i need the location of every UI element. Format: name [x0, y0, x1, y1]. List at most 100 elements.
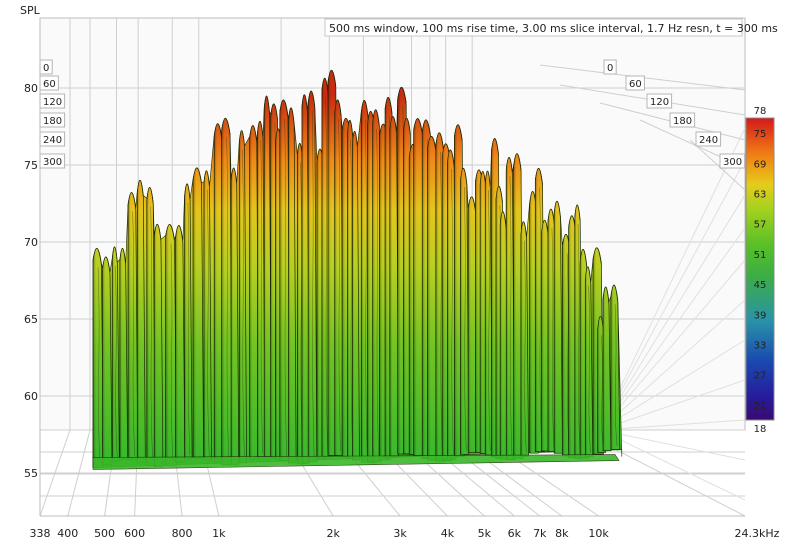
colorbar-tick-27: 27 [754, 371, 767, 382]
svg-text:240: 240 [699, 135, 718, 146]
surface-ridge [92, 247, 104, 468]
waterfall-surface [92, 69, 623, 470]
surface-ridge [447, 149, 457, 460]
time-label-right-180: 180 [669, 112, 696, 128]
surface-ridge [334, 99, 344, 456]
y-tick-60: 60 [24, 390, 38, 403]
y-tick-70: 70 [24, 236, 38, 249]
settings-info-text: 500 ms window, 100 ms rise time, 3.00 ms… [329, 22, 778, 35]
surface-ridge [263, 95, 272, 458]
surface-ridge [389, 116, 399, 457]
svg-text:0: 0 [607, 63, 613, 74]
colorbar-tick-78: 78 [754, 106, 767, 117]
surface-base [92, 454, 620, 470]
surface-ridge [102, 256, 113, 465]
x-tick-500: 500 [94, 527, 115, 540]
surface-ridge [230, 167, 240, 466]
colorbar-tick-39: 39 [754, 310, 767, 321]
y-tick-80: 80 [24, 82, 38, 95]
colorbar-tick-21: 21 [754, 401, 767, 412]
x-tick-2k: 2k [326, 527, 340, 540]
surface-ridge [119, 248, 129, 460]
colorbar-tick-51: 51 [754, 250, 767, 261]
surface-ridge [238, 130, 247, 464]
y-axis-ticks: 55 60 65 70 75 80 [24, 82, 38, 480]
time-label-left-120: 120 [39, 93, 66, 109]
x-tick-600: 600 [124, 527, 145, 540]
surface-ridge [146, 187, 156, 466]
x-tick-3k: 3k [393, 527, 407, 540]
surface-ridge [351, 131, 360, 461]
x-tick-400: 400 [57, 527, 78, 540]
surface-ridge [221, 117, 233, 466]
svg-text:60: 60 [629, 79, 642, 90]
time-label-left-240: 240 [39, 131, 66, 147]
svg-text:180: 180 [43, 116, 62, 127]
time-label-right-300: 300 [719, 153, 746, 169]
settings-info-box: 500 ms window, 100 ms rise time, 3.00 ms… [324, 18, 778, 37]
y-tick-55: 55 [24, 467, 38, 480]
surface-ridge [111, 246, 120, 462]
surface-ridge [127, 192, 139, 461]
x-axis-ticks: 338 400 500 600 800 1k 2k 3k 4k 5k 6k 7k 8k 10k [30, 527, 610, 540]
svg-text:240: 240 [43, 135, 62, 146]
colorbar-tick-75: 75 [754, 129, 767, 140]
time-label-right-120: 120 [646, 93, 673, 109]
surface-ridge [136, 179, 146, 463]
surface-ridge [460, 167, 470, 455]
time-label-right-240: 240 [695, 131, 722, 147]
time-label-right-0: 0 [603, 59, 617, 75]
colorbar-tick-33: 33 [754, 341, 767, 352]
time-label-left-300: 300 [39, 153, 66, 169]
x-tick-5k: 5k [478, 527, 492, 540]
x-tick-800: 800 [172, 527, 193, 540]
time-label-left-180: 180 [39, 112, 66, 128]
surface-ridge [520, 221, 529, 457]
surface-ridge [153, 224, 164, 467]
x-tick-338: 338 [30, 527, 51, 540]
surface-ridge [249, 125, 260, 460]
surface-ridge [165, 224, 177, 466]
x-tick-10k: 10k [588, 527, 609, 540]
surface-ridge [553, 200, 563, 454]
x-tick-1k: 1k [212, 527, 226, 540]
x-tick-8k: 8k [555, 527, 569, 540]
svg-text:60: 60 [43, 79, 56, 90]
colorbar-tick-69: 69 [754, 159, 767, 170]
surface-ridge [307, 90, 318, 463]
svg-text:120: 120 [650, 97, 669, 108]
surface-ridge [484, 170, 493, 456]
surface-ridge [505, 157, 515, 461]
colorbar-tick-45: 45 [754, 280, 767, 291]
y-tick-75: 75 [24, 159, 38, 172]
svg-text:120: 120 [43, 97, 62, 108]
x-tick-4k: 4k [441, 527, 455, 540]
svg-text:300: 300 [723, 157, 742, 168]
surface-ridge [279, 99, 291, 461]
color-scale-gradient [745, 117, 775, 421]
svg-text:300: 300 [43, 157, 62, 168]
svg-text:180: 180 [673, 116, 692, 127]
x-tick-7k: 7k [533, 527, 547, 540]
colorbar-tick-57: 57 [754, 220, 767, 231]
svg-text:0: 0 [43, 63, 49, 74]
time-axis-labels: 0 0 60 60 120 120 180 180 240 240 300 300 [39, 59, 746, 169]
surface-ridge [610, 284, 621, 450]
surface-ridge [413, 118, 425, 457]
y-tick-65: 65 [24, 313, 38, 326]
surface-ridge [584, 266, 594, 458]
surface-ridge [184, 183, 193, 460]
x-axis-label: 24.3kHz [735, 527, 780, 540]
color-scale-bar: 18 21 27 33 39 45 51 57 63 69 75 78 [745, 106, 775, 435]
time-label-left-60: 60 [39, 75, 59, 91]
x-tick-6k: 6k [508, 527, 522, 540]
surface-ridge [288, 107, 297, 464]
colorbar-tick-18: 18 [754, 424, 767, 435]
surface-ridge [602, 286, 612, 452]
surface-ridge [257, 120, 266, 458]
surface-ridge [203, 170, 212, 461]
colorbar-tick-63: 63 [754, 190, 767, 201]
surface-ridge [301, 94, 310, 464]
